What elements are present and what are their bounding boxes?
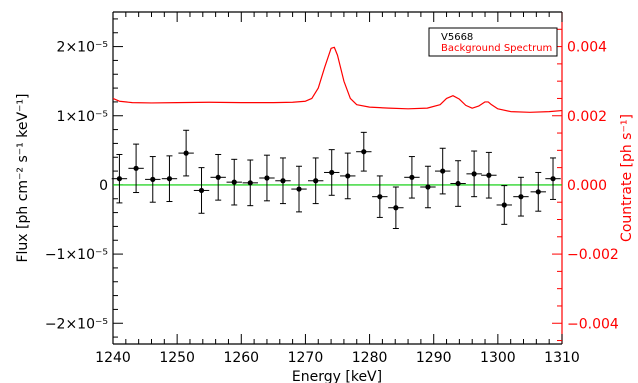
data-point [324, 149, 340, 196]
data-point [111, 153, 128, 204]
x-axis-ticks: 1240 1250 1260 1270 1280 1290 1300 1310 [95, 12, 580, 366]
data-marker [296, 186, 302, 192]
data-point [481, 151, 497, 199]
data-point [193, 167, 210, 214]
data-marker [329, 169, 335, 176]
data-point [340, 152, 356, 200]
legend: V5668 Background Spectrum [428, 27, 558, 57]
data-marker [455, 180, 461, 187]
data-marker [183, 150, 189, 156]
data-point [210, 153, 226, 201]
data-point [513, 176, 529, 217]
data-marker [133, 165, 139, 171]
plot-frame [112, 11, 563, 345]
data-point [242, 159, 258, 207]
data-marker [313, 178, 319, 184]
data-point [128, 143, 144, 194]
data-marker [150, 176, 156, 182]
data-marker [535, 189, 541, 195]
right-y-tick-label: 0.000 [567, 178, 607, 194]
data-marker [550, 176, 556, 182]
data-point [404, 156, 420, 199]
data-point [275, 157, 291, 205]
data-marker [264, 175, 270, 181]
legend-entry-background-spectrum: Background Spectrum [441, 43, 552, 54]
right-y-tick-label: 0.004 [567, 40, 607, 56]
left-y-tick-label: −1×10⁻⁵ [45, 247, 108, 263]
data-marker [198, 187, 205, 194]
data-point [434, 147, 451, 195]
data-point [226, 158, 242, 206]
data-marker [425, 184, 431, 190]
data-point [356, 131, 372, 172]
x-tick-label: 1290 [416, 350, 452, 366]
x-tick-label: 1270 [288, 350, 324, 366]
data-points-layer [111, 129, 561, 229]
data-point [450, 160, 466, 207]
data-point [178, 129, 194, 177]
left-y-tick-label: 1×10⁻⁵ [57, 109, 108, 125]
data-marker [518, 194, 524, 200]
data-point [307, 157, 324, 205]
right-axis-label: Countrate [ph s⁻¹] [619, 114, 635, 242]
data-marker [345, 173, 351, 179]
x-tick-label: 1280 [352, 350, 388, 366]
data-point [259, 154, 275, 202]
x-tick-label: 1310 [544, 350, 580, 366]
x-tick-label: 1300 [480, 350, 516, 366]
data-point [291, 165, 307, 213]
data-marker [501, 202, 507, 208]
data-marker [471, 171, 477, 177]
left-y-tick-label: 2×10⁻⁵ [57, 40, 108, 56]
data-marker [486, 172, 492, 178]
data-point [145, 156, 161, 203]
data-marker [247, 180, 253, 186]
data-point [388, 186, 404, 229]
data-point [466, 150, 482, 198]
x-axis-label: Energy [keV] [292, 369, 382, 383]
data-point [530, 171, 546, 212]
data-marker [361, 149, 367, 155]
legend-box [428, 27, 558, 57]
data-point [161, 155, 178, 203]
right-y-tick-label: 0.002 [567, 109, 607, 125]
legend-entry-v5668: V5668 [441, 32, 473, 43]
data-marker [377, 194, 383, 200]
left-y-tick-label: −2×10⁻⁵ [45, 316, 108, 332]
data-marker [231, 179, 237, 185]
x-tick-label: 1250 [159, 350, 195, 366]
data-point [496, 185, 512, 225]
data-marker [166, 176, 173, 182]
data-marker [116, 176, 123, 182]
right-y-tick-label: −0.002 [567, 247, 619, 263]
data-marker [409, 174, 415, 180]
background-spectrum-line [112, 46, 563, 113]
data-point [545, 157, 561, 200]
data-marker [215, 174, 221, 180]
x-tick-label: 1240 [95, 350, 131, 366]
data-point [420, 165, 436, 209]
data-point [372, 175, 388, 218]
left-y-tick-label: 0 [99, 178, 108, 194]
right-axis-ticks: −0.004 −0.002 0.000 0.002 0.004 [552, 28, 619, 342]
data-marker [280, 178, 286, 184]
data-marker [440, 168, 446, 174]
left-axis-ticks: −2×10⁻⁵ −1×10⁻⁵ 0 1×10⁻⁵ 2×10⁻⁵ [45, 18, 123, 338]
background-spectrum-layer [112, 46, 563, 113]
x-tick-label: 1260 [223, 350, 259, 366]
left-axis-label: Flux [ph cm⁻² s⁻¹ keV⁻¹] [15, 93, 31, 262]
data-marker [393, 205, 399, 211]
right-y-tick-label: −0.004 [567, 316, 619, 332]
